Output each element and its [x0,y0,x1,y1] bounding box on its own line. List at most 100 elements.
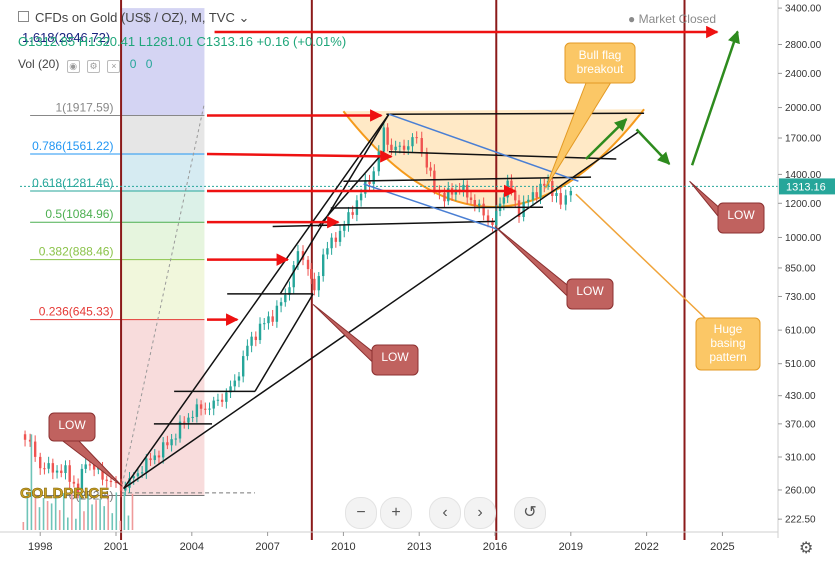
x-tick-label-8: 2022 [634,541,658,553]
diag-3 [317,151,385,228]
callout-low-2023-box [717,202,765,234]
candle-body [136,473,140,477]
candle [84,457,87,474]
eye-icon[interactable]: ◉ [66,60,80,73]
ohlc-values: O1312.85 H1320.41 L1281.01 C1313.16 +0.1… [18,34,347,49]
reset-button[interactable]: ↺ [514,497,546,529]
candle-body [506,180,509,198]
candle-body [462,184,465,191]
candle-body [407,146,410,150]
candle-body [555,193,558,196]
candle [80,464,84,499]
volume-bar [99,498,101,530]
candle [161,437,165,464]
candle-body [149,458,152,461]
chevron-down-icon[interactable]: ⌄ [234,10,250,25]
candle [105,475,108,488]
candle [564,189,567,211]
candle [559,186,562,210]
candle [263,318,266,330]
candle [330,233,333,255]
candle [309,263,313,285]
volume-bar [66,517,69,530]
y-tick-label-7: 730.00 [785,292,816,303]
candle [292,260,295,294]
candle [473,194,476,212]
candle [317,272,320,297]
candle [246,339,249,361]
candle-body [420,138,423,153]
candle-body [377,151,380,172]
candle [551,175,554,203]
close-icon[interactable]: × [107,60,121,73]
volume-bar [22,522,25,530]
candle [68,460,71,489]
green-arrow-1 [585,118,628,160]
candle-body [394,146,397,151]
candle-body [288,287,291,295]
candle [33,435,37,462]
candle-body [275,305,279,322]
candle-body [415,137,418,139]
candle [220,393,224,407]
candle [204,402,207,415]
candle [60,464,63,478]
candle-body [478,203,481,206]
candle-body [317,276,320,291]
candle-body [469,197,473,201]
candle [250,331,253,353]
candle [271,309,274,326]
candle-body [212,400,215,409]
candle [334,232,338,248]
callout-bull-flag-text-1: breakout [577,62,624,76]
candle-body [72,481,76,484]
candle-body [161,442,165,458]
settings-gear-icon[interactable]: ⚙ [799,540,814,557]
volume-bar [95,500,97,530]
scroll-right-button[interactable]: › [464,497,496,529]
candle [233,374,236,392]
candle [254,331,258,347]
volume-bar [91,504,93,530]
scroll-left-button[interactable]: ‹ [429,497,461,529]
zoom-in-button[interactable]: + [380,497,412,529]
candle-body [296,251,300,266]
candle-body [170,439,173,446]
candle [535,185,538,202]
candle [267,311,270,330]
y-tick-label-1: 260.00 [785,485,816,496]
x-tick-label-3: 2007 [255,541,279,553]
x-tick-label-7: 2019 [559,541,583,553]
zoom-out-button[interactable]: − [345,497,377,529]
candle-body [447,188,450,202]
candle [47,456,50,474]
volume-bar [87,495,89,530]
candle [462,179,465,197]
candle [149,452,152,466]
candle [491,217,494,232]
candle-body [60,470,63,474]
volume-bar [34,494,37,530]
symbol-title[interactable]: CFDs on Gold (US$ / OZ), M, TVC [35,10,235,25]
collapse-icon[interactable] [18,11,29,22]
candle-body [443,192,446,202]
candle-body [101,467,104,480]
candle-body [364,180,367,194]
candle-body [33,441,37,457]
candle-body [140,472,144,474]
volume-bar [131,493,134,530]
callout-basing-text-1: basing [710,336,745,350]
volume-indicator[interactable]: Vol (20) ◉ ⚙ × 0 0 [18,57,152,73]
channel-lower-line [123,130,640,490]
settings-icon[interactable]: ⚙ [87,60,101,73]
candle [187,413,190,430]
candle [64,460,67,480]
candle [386,123,389,152]
candle-body [309,269,313,279]
fib-band-top [121,8,205,116]
symbol-row[interactable]: CFDs on Gold (US$ / OZ), M, TVC ⌄ [18,10,249,26]
candle-body [119,482,123,491]
candle [72,475,76,488]
candle-body [368,180,371,185]
